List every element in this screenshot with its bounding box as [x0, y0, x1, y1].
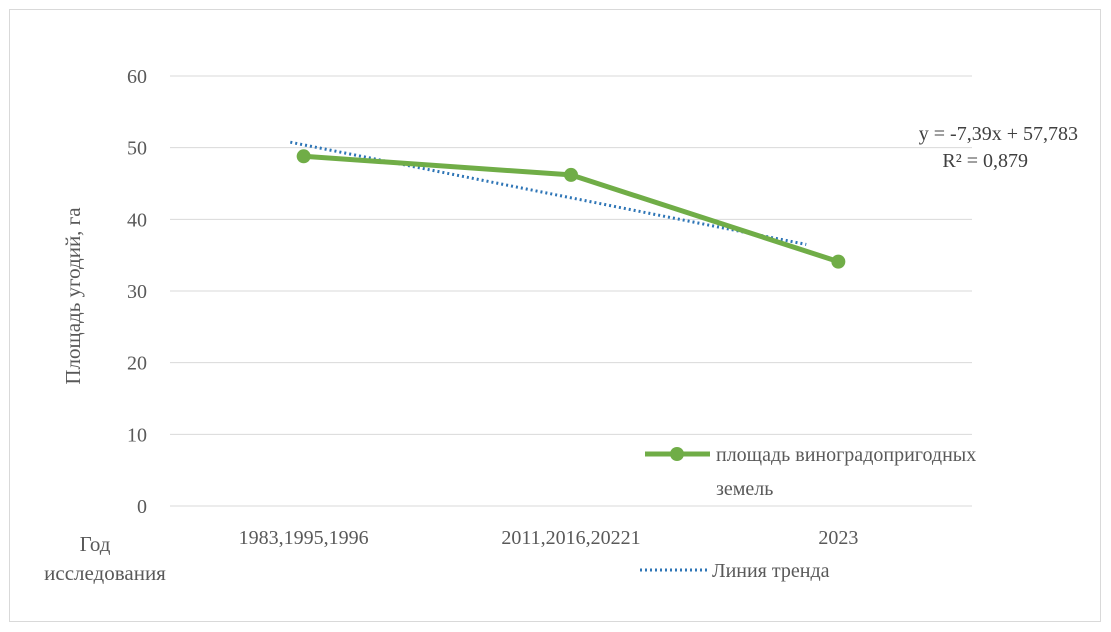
legend: площадь виноградопригодных земель Линия …: [640, 444, 976, 582]
x-axis-title-line-2: исследования: [44, 561, 166, 585]
x-tick-label: 2011,2016,20221: [501, 527, 640, 549]
x-tick-label: 1983,1995,1996: [239, 527, 369, 549]
series-layer: [290, 140, 846, 269]
x-tick-label: 2023: [818, 527, 858, 549]
data-point: [564, 167, 578, 182]
legend-entry-series[interactable]: площадь виноградопригодных земель: [645, 444, 976, 500]
gridlines: [170, 75, 972, 507]
y-tick-label: 60: [127, 66, 147, 88]
y-tick-label: 10: [127, 424, 147, 446]
x-axis-title-line-1: Год: [80, 532, 111, 556]
legend-trendline-label: Линия тренда: [712, 560, 830, 582]
y-tick-label: 50: [127, 138, 147, 160]
trend-equation: y = -7,39x + 57,783: [919, 123, 1078, 145]
y-tick-label: 20: [127, 353, 147, 375]
y-tick-label: 30: [127, 281, 147, 303]
legend-series-label-line-2: земель: [716, 478, 773, 500]
chart-frame: [9, 9, 1101, 622]
y-tick-label: 0: [137, 496, 147, 518]
y-axis-ticks: 0 10 20 30 40 50 60: [127, 66, 147, 518]
y-tick-label: 40: [127, 209, 147, 231]
y-axis-title: Площадь угодий, га: [61, 207, 85, 385]
trendline: [290, 140, 807, 246]
trend-r-squared: R² = 0,879: [942, 150, 1028, 172]
legend-entry-trendline[interactable]: Линия тренда: [640, 560, 830, 582]
data-point: [831, 254, 846, 269]
legend-series-label-line-1: площадь виноградопригодных: [716, 444, 976, 466]
x-axis-ticks: 1983,1995,1996 2011,2016,20221 2023: [239, 527, 859, 549]
data-point: [296, 149, 311, 164]
legend-series-marker: [670, 447, 684, 461]
